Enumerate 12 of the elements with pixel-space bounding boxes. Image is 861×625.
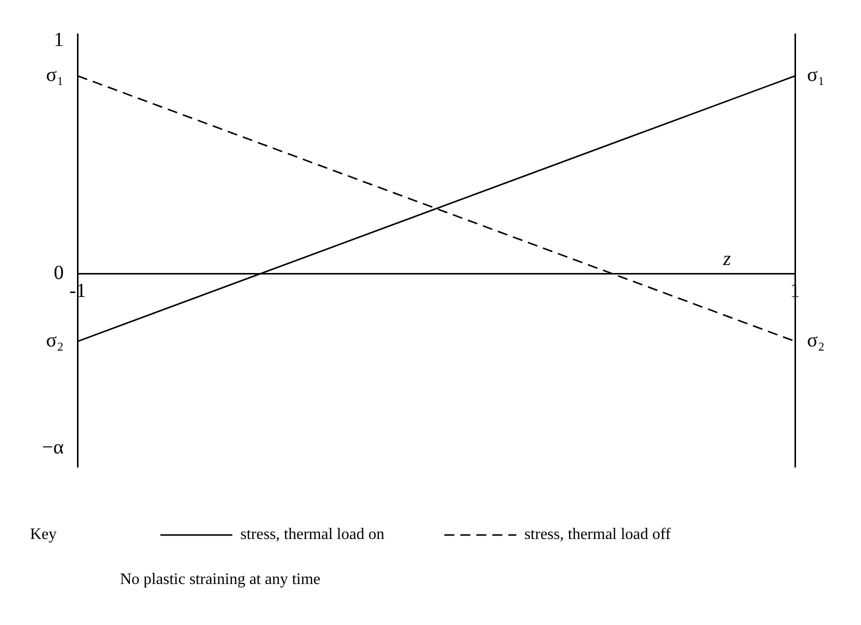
y-tick-label: 1 <box>54 29 64 52</box>
legend-label: stress, thermal load off <box>524 526 672 544</box>
y-tick-label: σ₁ <box>46 64 64 86</box>
legend-label: stress, thermal load on <box>240 526 384 544</box>
annotation: σ₂ <box>807 330 825 352</box>
text: No plastic straining at any time <box>120 571 322 589</box>
annotation: σ₁ <box>807 64 825 86</box>
y-tick-label: −α <box>42 436 64 459</box>
legend-title: Key <box>30 526 57 544</box>
x-axis-title: z <box>722 248 732 270</box>
y-tick-label: 0 <box>54 262 64 284</box>
y-tick-label: σ₂ <box>46 330 64 352</box>
